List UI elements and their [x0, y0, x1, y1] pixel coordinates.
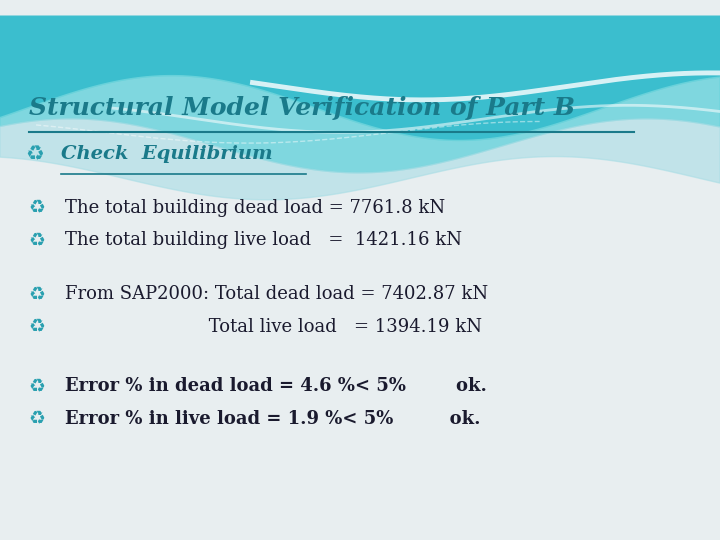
Text: Structural Model Verification of Part B: Structural Model Verification of Part B: [29, 96, 575, 120]
Text: ♻: ♻: [29, 231, 45, 250]
Text: From SAP2000: Total dead load = 7402.87 kN: From SAP2000: Total dead load = 7402.87 …: [65, 285, 488, 303]
Text: ♻: ♻: [29, 285, 45, 304]
Text: Error % in live load = 1.9 %< 5%         ok.: Error % in live load = 1.9 %< 5% ok.: [65, 409, 480, 428]
Text: ♻: ♻: [25, 144, 44, 164]
Text: Error % in dead load = 4.6 %< 5%        ok.: Error % in dead load = 4.6 %< 5% ok.: [65, 377, 487, 395]
Text: Total live load   = 1394.19 kN: Total live load = 1394.19 kN: [65, 318, 482, 336]
Text: ♻: ♻: [29, 198, 45, 218]
Text: ♻: ♻: [29, 409, 45, 428]
Text: The total building live load   =  1421.16 kN: The total building live load = 1421.16 k…: [65, 231, 462, 249]
Text: Check  Equilibrium: Check Equilibrium: [61, 145, 273, 163]
Text: The total building dead load = 7761.8 kN: The total building dead load = 7761.8 kN: [65, 199, 445, 217]
Text: ♻: ♻: [29, 376, 45, 396]
Text: ♻: ♻: [29, 317, 45, 336]
